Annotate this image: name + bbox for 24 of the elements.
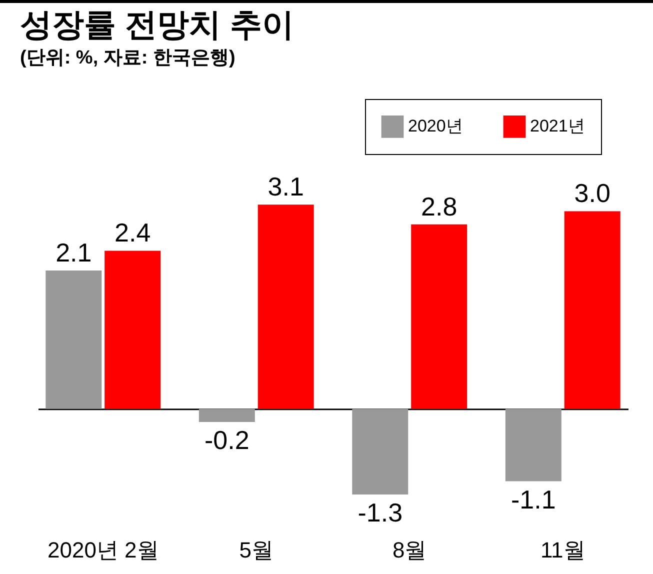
bar — [352, 408, 408, 494]
x-tick-label: 2020년 2월 — [47, 538, 159, 562]
bar — [411, 224, 468, 409]
bar — [198, 408, 255, 422]
data-label: 2.8 — [421, 191, 458, 222]
bar — [258, 204, 314, 409]
x-tick-label: 5월 — [239, 538, 274, 562]
chart-subtitle: (단위: %, 자료: 한국은행) — [20, 48, 236, 68]
chart-title: 성장률 전망치 추이 — [20, 6, 294, 42]
data-label: 2.4 — [114, 218, 151, 248]
legend-label: 2020년 — [408, 116, 463, 136]
data-label: 2.1 — [56, 238, 92, 268]
x-tick-label: 11월 — [540, 538, 586, 562]
x-tick-label: 8월 — [392, 538, 427, 562]
bar — [46, 270, 102, 409]
bar — [104, 250, 161, 409]
data-label: -1.1 — [510, 484, 556, 514]
bar — [564, 211, 620, 409]
legend-label: 2021년 — [530, 116, 585, 136]
data-label: -1.3 — [358, 497, 403, 528]
data-label: 3.1 — [268, 172, 304, 202]
data-label: 3.0 — [574, 178, 610, 208]
data-label: -0.2 — [204, 425, 250, 456]
bar — [505, 408, 562, 482]
